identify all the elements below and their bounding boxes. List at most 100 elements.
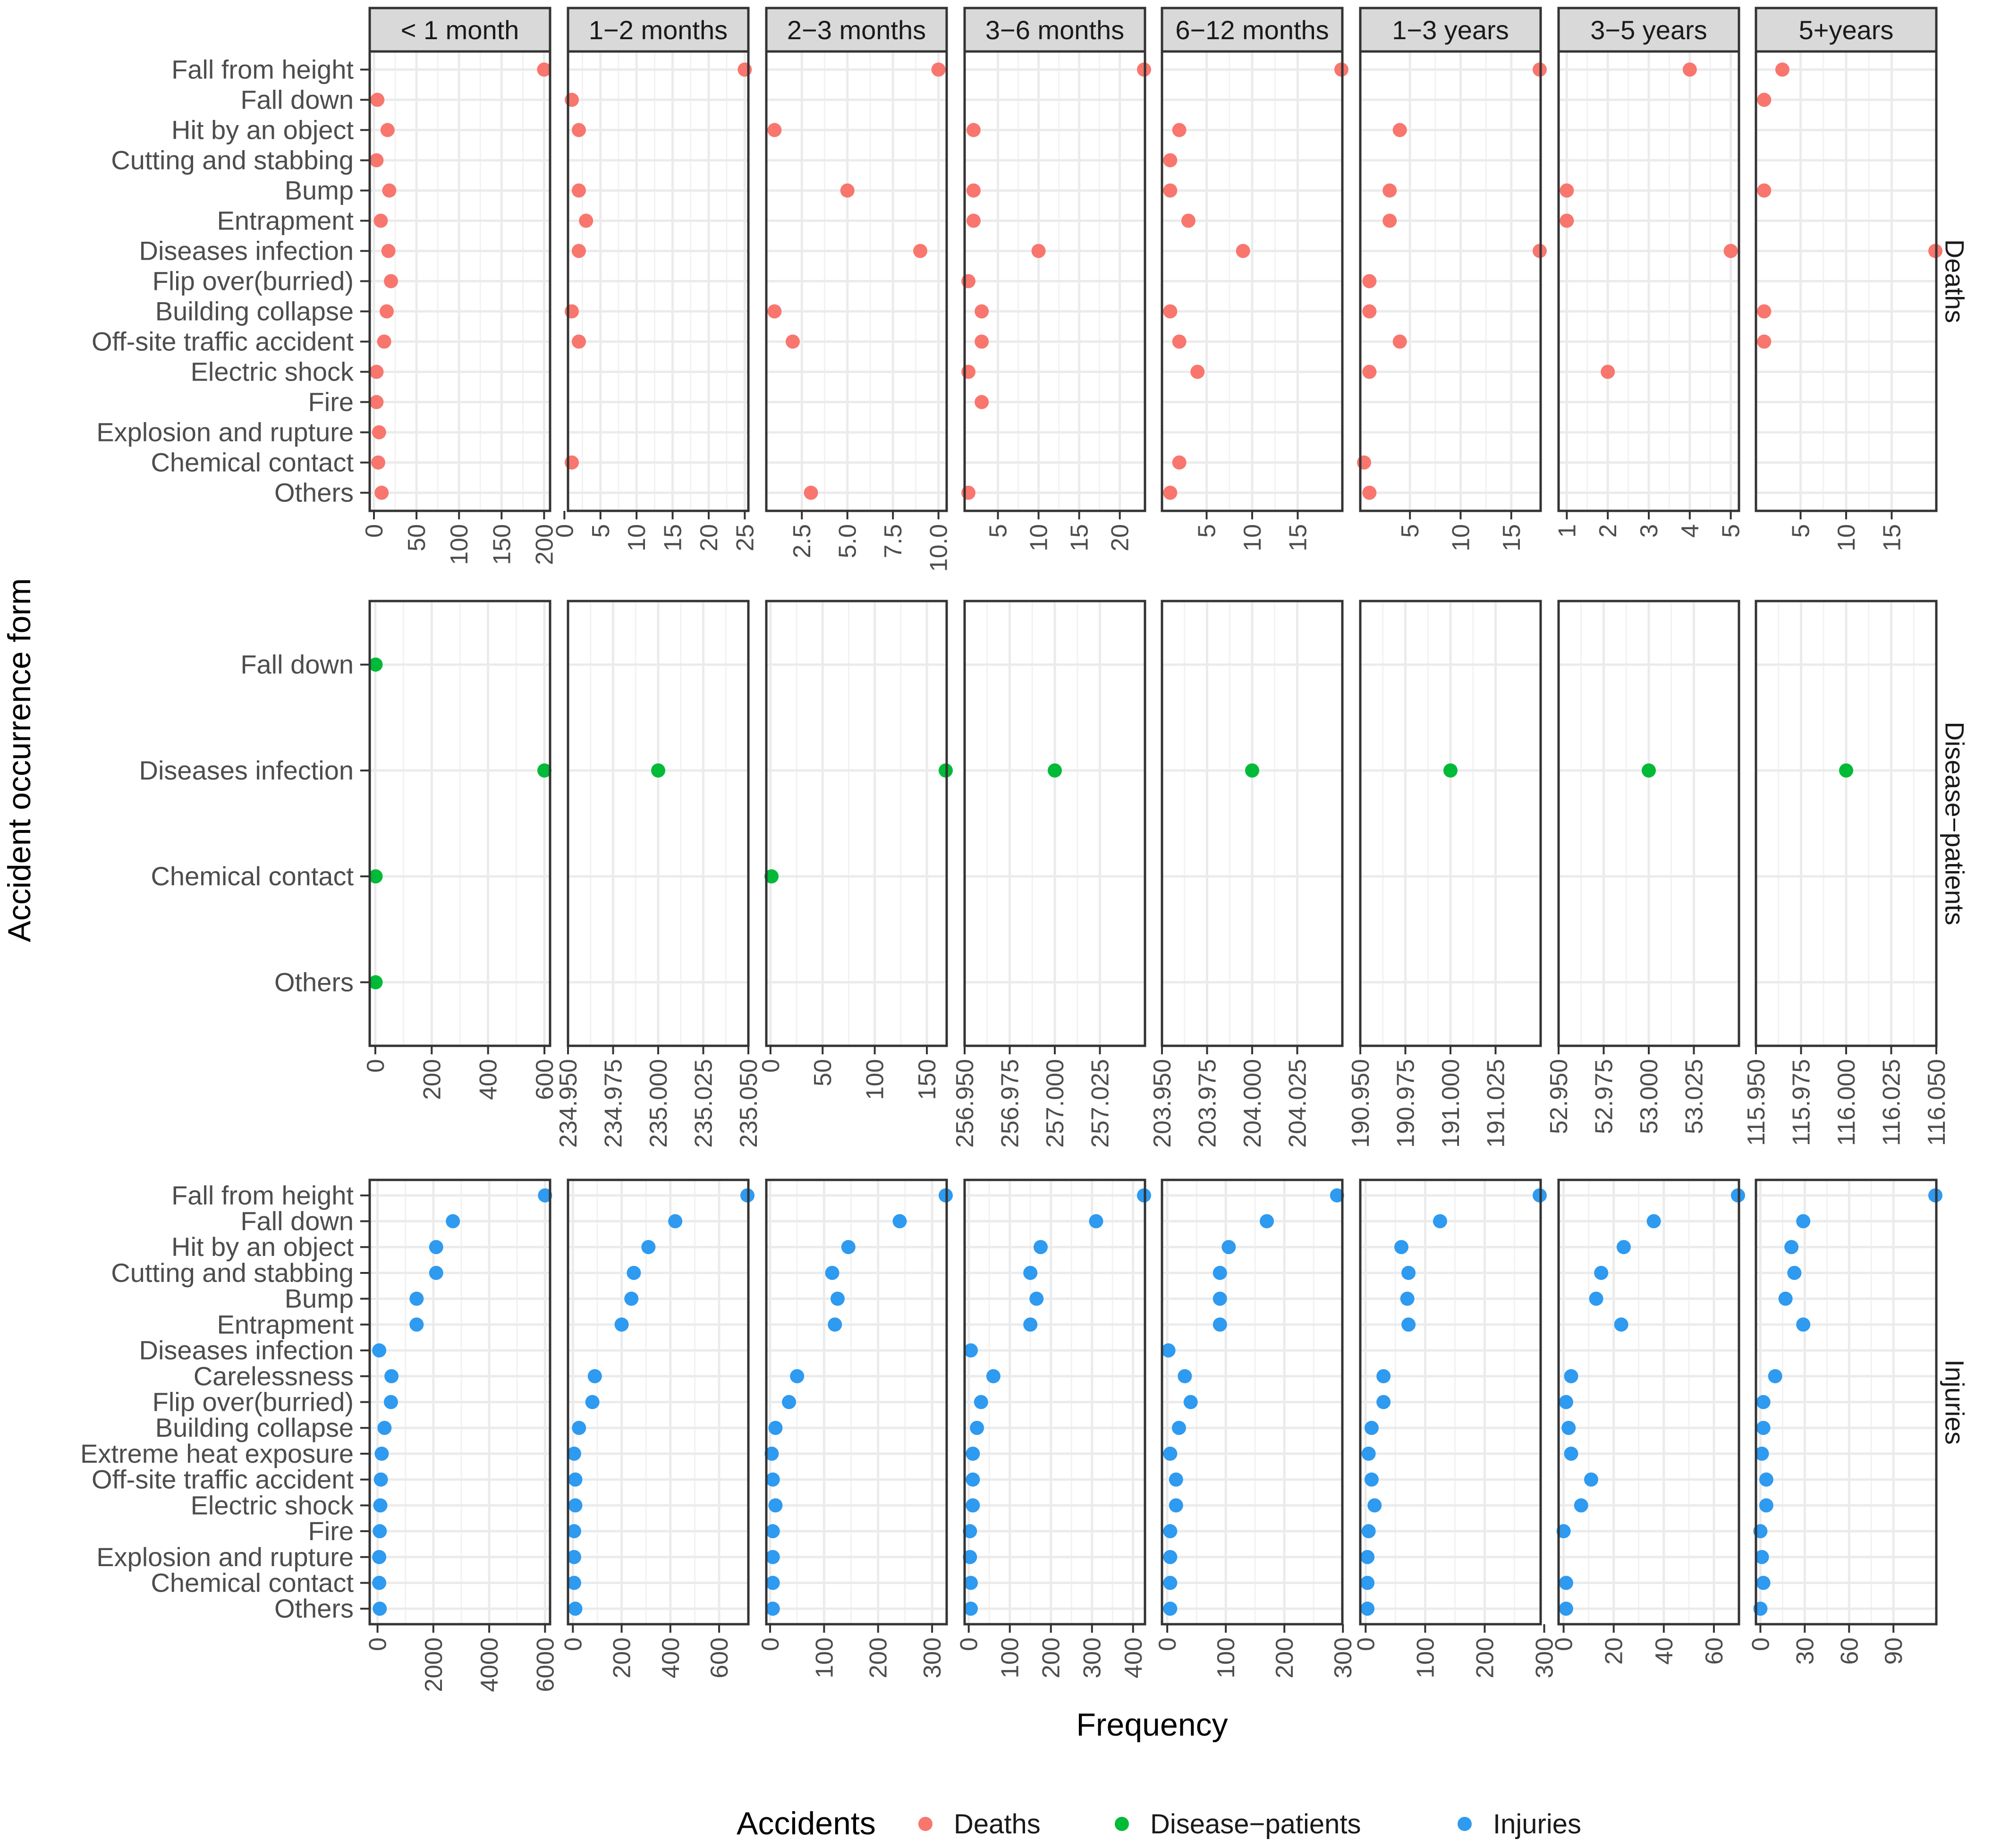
x-tick-label: 90	[1880, 1637, 1908, 1665]
data-point	[1048, 763, 1062, 778]
panel-disease-patients-3-6-months: 256.950 256.975 257.000 257.025	[951, 600, 1146, 1148]
data-point	[964, 1602, 978, 1616]
x-tick-label: 0	[956, 1637, 983, 1651]
data-point	[1367, 1498, 1382, 1513]
data-point	[571, 123, 586, 137]
data-point	[765, 1576, 780, 1590]
data-point	[567, 1524, 581, 1539]
data-point	[1183, 1395, 1198, 1409]
data-point	[1376, 1395, 1391, 1409]
data-point	[1364, 1472, 1379, 1487]
facet-strip-label: 5+years	[1799, 15, 1894, 45]
x-tick-label: 150	[488, 524, 516, 565]
facet-strip-box	[1557, 7, 1740, 53]
panel-border	[765, 600, 948, 1047]
data-point	[368, 869, 383, 884]
data-point	[380, 123, 395, 137]
x-tick-label: 200	[418, 1059, 446, 1100]
panel-disease-patients-1-2-months: 234.950 234.975 235.000 235.025 235.050	[555, 600, 763, 1148]
data-point	[1616, 1240, 1631, 1255]
data-point	[1236, 244, 1250, 258]
data-point	[1839, 763, 1853, 778]
data-point	[1361, 1524, 1376, 1539]
category-label: Hit by an object	[171, 1232, 354, 1262]
x-tick-label: 5	[985, 524, 1012, 538]
panel-border	[368, 1178, 551, 1626]
data-point	[966, 1446, 980, 1461]
data-point	[369, 395, 384, 409]
data-point	[1564, 1446, 1578, 1461]
data-point	[840, 183, 855, 198]
data-point	[1759, 1498, 1773, 1513]
x-tick-label: 5.0	[834, 524, 862, 558]
data-point	[785, 334, 800, 349]
data-point	[966, 123, 981, 137]
data-point	[1360, 1576, 1375, 1590]
data-point	[1796, 1317, 1811, 1332]
legend-title: Accidents	[737, 1806, 876, 1841]
panel-deaths-1-3-years: 5 10 15	[1357, 50, 1547, 551]
data-point	[1723, 244, 1738, 258]
data-point	[373, 1472, 388, 1487]
legend-label: Deaths	[954, 1809, 1041, 1840]
panel-deaths-3-6-months: 5 10 15 20	[961, 50, 1151, 551]
data-point	[1561, 1421, 1576, 1435]
data-point	[1181, 213, 1196, 228]
data-point	[372, 1576, 387, 1590]
category-label: Fall down	[240, 650, 354, 679]
x-tick-label: 150	[914, 1059, 941, 1100]
row-strip-label: Disease−patients	[1940, 721, 1970, 925]
data-point	[1089, 1214, 1103, 1229]
x-tick-label: 1	[1553, 524, 1581, 538]
data-point	[587, 1369, 602, 1383]
panel-disease-patients-1-month: 0 200 400 600	[362, 600, 559, 1100]
data-point	[377, 1421, 392, 1435]
data-point	[738, 62, 752, 77]
panel-injuries-1-3-years: 0 100 200 300	[1352, 1178, 1559, 1678]
data-point	[382, 183, 397, 198]
data-point	[1584, 1472, 1598, 1487]
data-point	[1400, 1291, 1415, 1306]
data-point	[1392, 123, 1407, 137]
data-point	[651, 763, 665, 778]
x-tick-label: 50	[809, 1059, 837, 1086]
x-tick-label: 30	[1791, 1637, 1819, 1665]
data-point	[1362, 365, 1377, 379]
category-label: Electric shock	[191, 1490, 354, 1520]
x-tick-label: 5	[1718, 524, 1745, 538]
x-tick-label: 0	[362, 1059, 390, 1073]
data-point	[1642, 763, 1656, 778]
row-strip-injuries: Injuries	[1940, 1359, 1970, 1445]
x-tick-label: 10	[1833, 524, 1860, 551]
data-point	[764, 1446, 779, 1461]
data-point	[1559, 1395, 1573, 1409]
x-tick-label: 0	[757, 1637, 784, 1651]
legend-item-injuries: Injuries	[1458, 1809, 1581, 1840]
category-label: Entrapment	[217, 205, 354, 235]
category-label: Fire	[308, 1516, 354, 1546]
x-tick-label: 300	[919, 1637, 946, 1678]
data-point	[1190, 365, 1205, 379]
data-point	[1401, 1317, 1416, 1332]
x-tick-label: 2.5	[789, 524, 816, 558]
panels-group: < 1 month 1−2 months 2−3 months 3−6 months 6…	[80, 7, 1970, 1692]
x-tick-label: 200	[1038, 1637, 1065, 1678]
data-point	[571, 334, 586, 349]
x-tick-label: 5	[1788, 524, 1815, 538]
data-point	[1394, 1240, 1408, 1255]
data-point	[627, 1265, 641, 1280]
data-point	[1756, 1395, 1771, 1409]
data-point	[568, 1498, 583, 1513]
category-label: Diseases infection	[139, 236, 354, 265]
data-point	[1245, 763, 1259, 778]
data-point	[369, 365, 384, 379]
data-point	[970, 1421, 984, 1435]
legend-label: Disease−patients	[1150, 1809, 1361, 1840]
data-point	[765, 1524, 780, 1539]
data-point	[383, 1395, 398, 1409]
data-point	[1212, 1317, 1227, 1332]
data-point	[1172, 455, 1187, 470]
x-tick-label: 191.025	[1483, 1059, 1510, 1148]
data-point	[1433, 1214, 1447, 1229]
